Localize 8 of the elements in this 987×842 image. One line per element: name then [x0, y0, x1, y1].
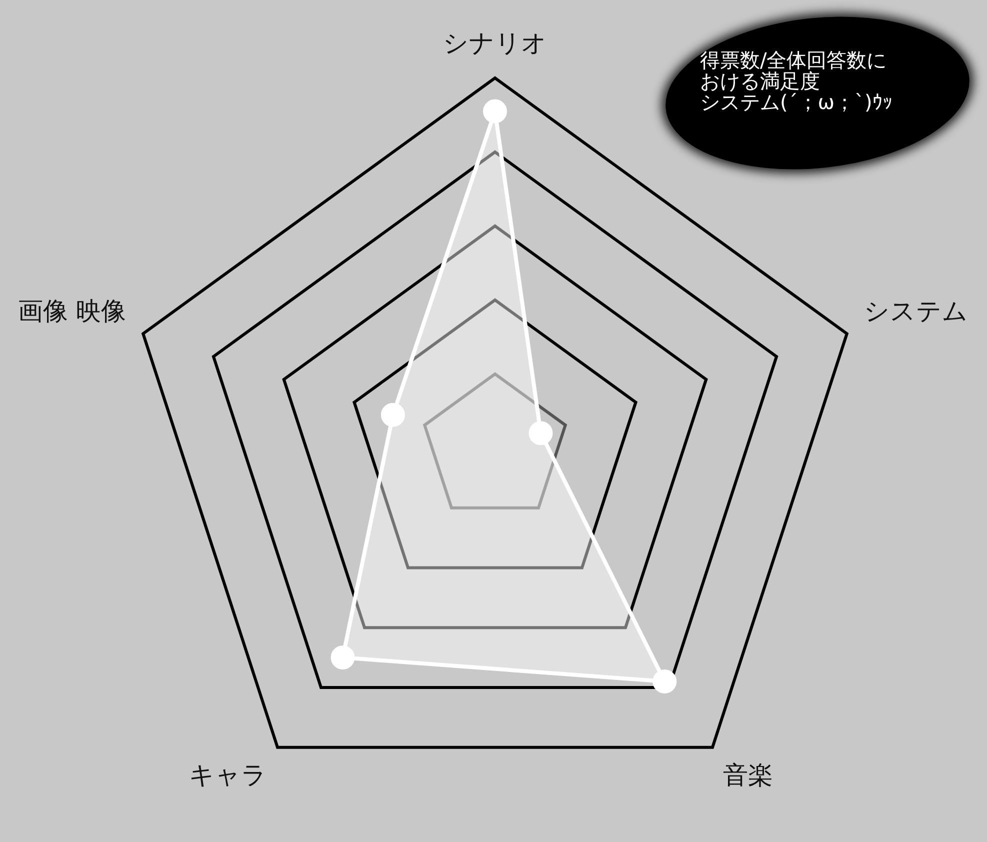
spoke-label: 画像 映像: [18, 296, 126, 326]
spoke-label: キャラ: [188, 760, 267, 790]
text: おける満足度: [700, 69, 820, 93]
text: システム(´；ω；`)ｳｯ: [700, 90, 892, 114]
text: 得票数/全体回答数に: [700, 48, 888, 72]
spoke-label: システム: [864, 296, 968, 326]
spoke-label: 音楽: [723, 760, 774, 790]
spoke-label: シナリオ: [443, 28, 547, 58]
